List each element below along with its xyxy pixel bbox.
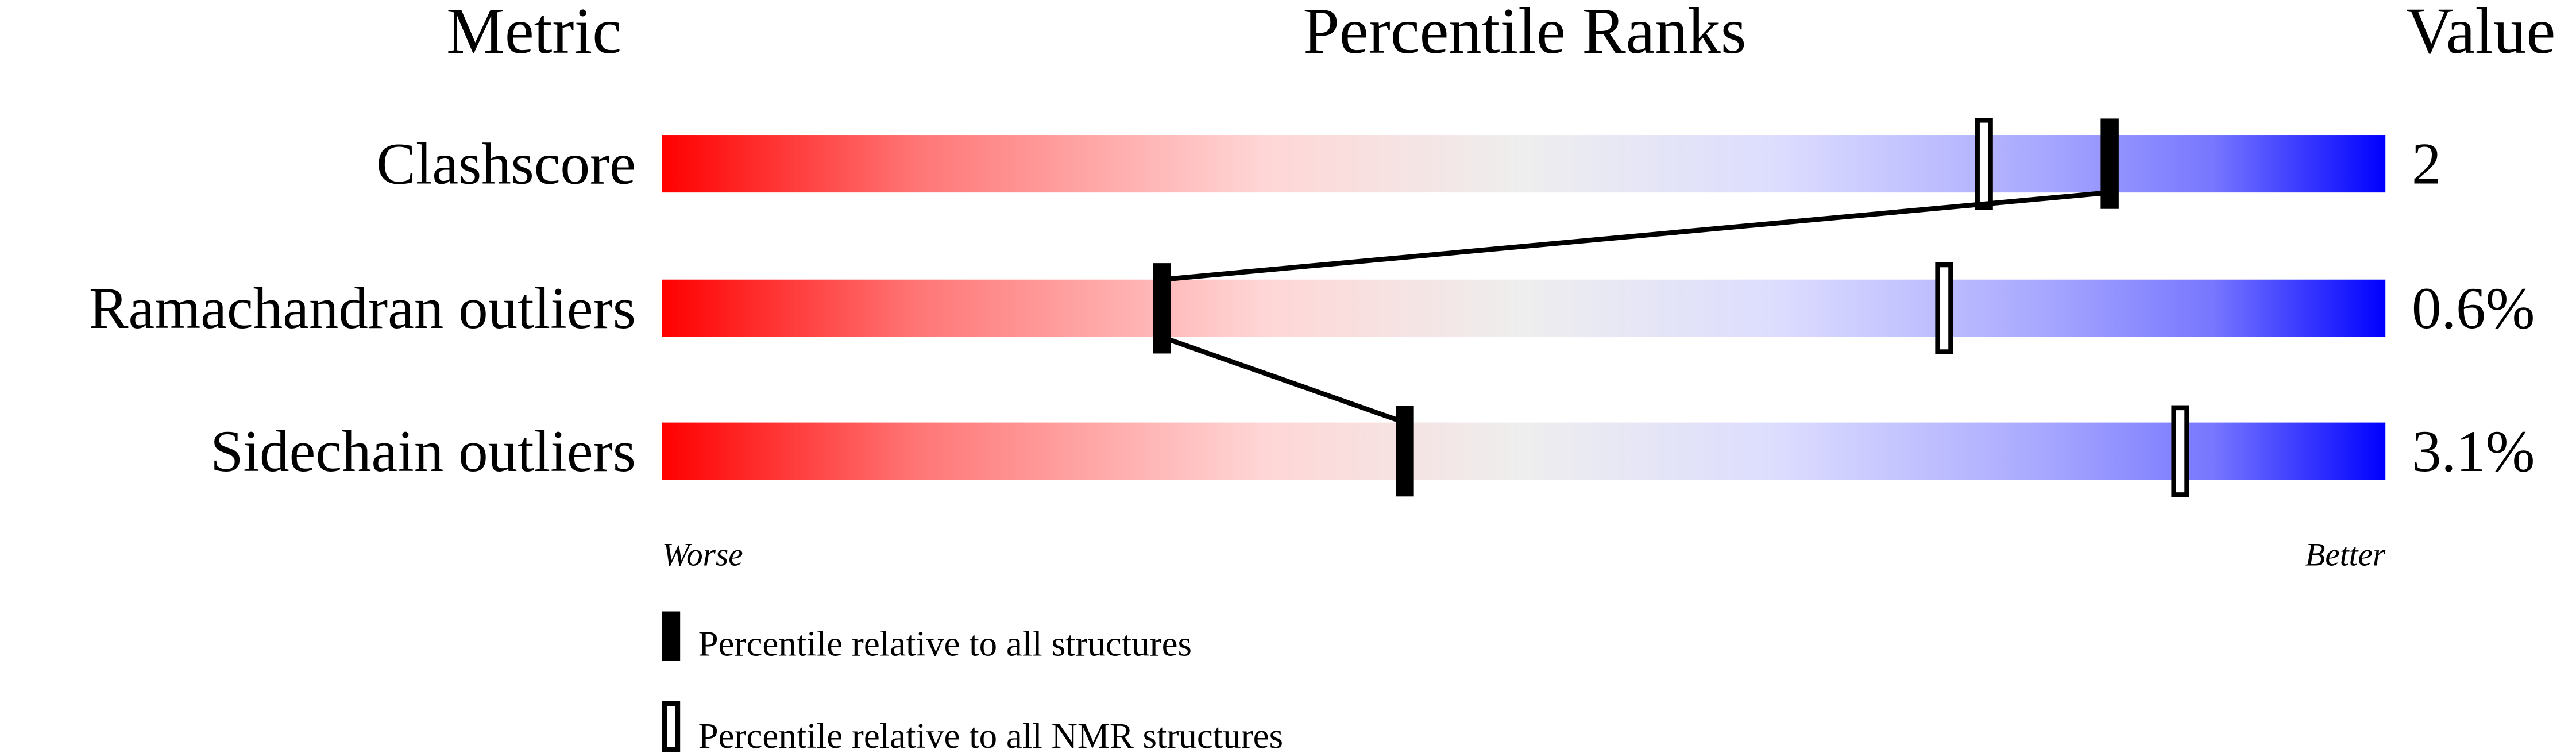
legend-open-marker <box>662 701 681 752</box>
nmr-percentile-marker <box>2171 405 2189 497</box>
metric-label: Clashscore <box>376 131 636 196</box>
connector-line <box>1161 334 1406 425</box>
percentile-bar <box>662 135 2386 193</box>
metric-value: 0.6% <box>2412 276 2535 341</box>
axis-right-label: Better <box>2305 536 2385 573</box>
connector-line <box>1161 190 2110 283</box>
metric-value: 2 <box>2412 131 2441 196</box>
legend-label-nmr: Percentile relative to all NMR structure… <box>698 716 1283 753</box>
legend-filled-marker <box>662 611 681 661</box>
legend-label-all: Percentile relative to all structures <box>698 624 1192 664</box>
header-metric: Metric <box>446 0 621 67</box>
metric-label: Sidechain outliers <box>210 419 636 484</box>
axis-left-label: Worse <box>662 536 743 573</box>
metric-label: Ramachandran outliers <box>89 276 636 341</box>
chart-title: Percentile Ranks <box>1303 0 1746 67</box>
percentile-bar <box>662 422 2386 480</box>
percentile-bar <box>662 279 2386 337</box>
metric-value: 3.1% <box>2412 419 2535 484</box>
nmr-percentile-marker <box>1935 262 1953 354</box>
header-value: Value <box>2406 0 2556 67</box>
nmr-percentile-marker <box>1975 117 1993 210</box>
